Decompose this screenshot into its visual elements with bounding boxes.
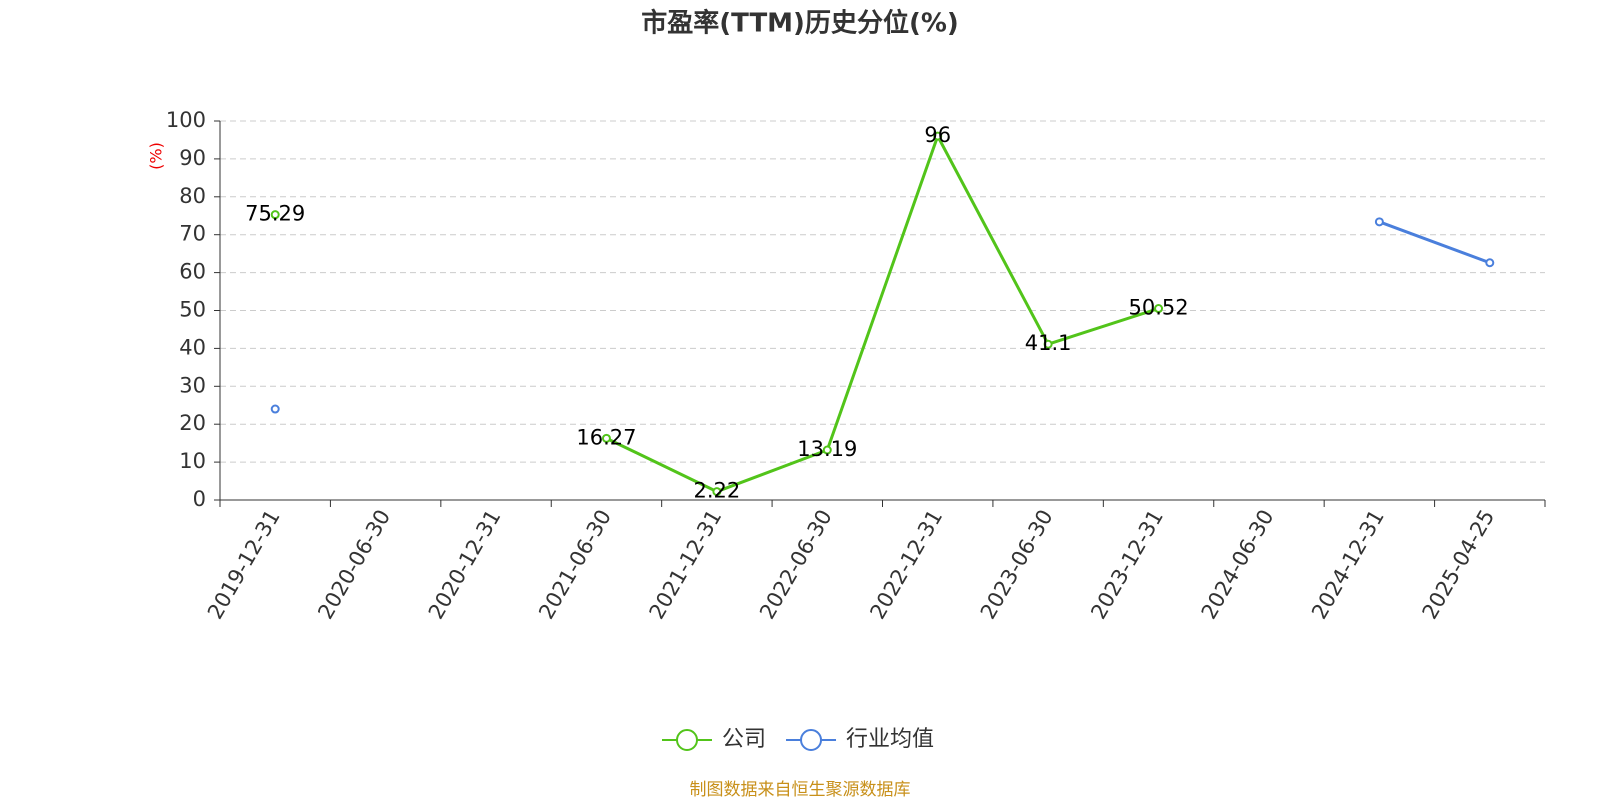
y-tick-label: 20 bbox=[179, 411, 206, 435]
y-tick-label: 90 bbox=[179, 146, 206, 170]
y-tick-label: 50 bbox=[179, 298, 206, 322]
x-tick-label: 2024-06-30 bbox=[1197, 506, 1279, 624]
x-tick-label: 2020-06-30 bbox=[313, 506, 395, 624]
y-tick-label: 70 bbox=[179, 222, 206, 246]
data-label: 2.22 bbox=[693, 479, 740, 503]
x-tick-label: 2022-12-31 bbox=[865, 505, 947, 623]
data-label: 41.1 bbox=[1025, 331, 1072, 355]
legend-symbol bbox=[676, 729, 698, 751]
source-note: 制图数据来自恒生聚源数据库 bbox=[690, 780, 911, 800]
data-point bbox=[1043, 339, 1053, 349]
y-tick-label: 30 bbox=[179, 373, 206, 397]
series-line bbox=[1378, 220, 1491, 265]
y-tick-label: 10 bbox=[179, 449, 206, 473]
data-point bbox=[1485, 258, 1495, 268]
x-tick-label: 2020-12-31 bbox=[424, 505, 506, 623]
y-axis-label: (%) bbox=[147, 142, 166, 170]
legend-item[interactable]: 公司 bbox=[662, 727, 766, 752]
data-label: 50.52 bbox=[1128, 296, 1188, 320]
x-tick-label: 2023-06-30 bbox=[976, 506, 1058, 624]
legend-label: 行业均值 bbox=[846, 727, 934, 752]
x-tick-label: 2025-04-25 bbox=[1418, 506, 1500, 624]
data-label: 16.27 bbox=[576, 425, 636, 449]
data-point bbox=[1374, 217, 1384, 227]
x-tick-label: 2019-12-31 bbox=[203, 506, 285, 624]
y-tick-label: 80 bbox=[179, 184, 206, 208]
y-tick-label: 0 bbox=[193, 487, 206, 511]
x-tick-label: 2021-06-30 bbox=[534, 506, 616, 624]
data-point bbox=[270, 404, 280, 414]
data-point bbox=[933, 131, 943, 141]
data-label: 96 bbox=[924, 123, 951, 147]
data-point bbox=[712, 487, 722, 497]
data-label: 13.19 bbox=[797, 437, 857, 461]
y-tick-label: 60 bbox=[179, 260, 206, 284]
chart-title: 市盈率(TTM)历史分位(%) bbox=[641, 8, 959, 39]
data-point bbox=[822, 445, 832, 455]
data-point bbox=[601, 433, 611, 443]
legend-symbol bbox=[800, 729, 823, 751]
x-tick-label: 2023-12-31 bbox=[1086, 506, 1168, 624]
series-line bbox=[605, 132, 1160, 494]
y-tick-label: 40 bbox=[179, 335, 206, 359]
data-label: 75.29 bbox=[245, 202, 305, 226]
legend-label: 公司 bbox=[722, 727, 766, 752]
legend-item[interactable]: 行业均值 bbox=[786, 727, 934, 752]
data-point bbox=[270, 210, 280, 220]
x-tick-label: 2022-06-30 bbox=[755, 506, 837, 624]
data-point bbox=[1154, 304, 1164, 314]
x-tick-label: 2024-12-31 bbox=[1307, 506, 1389, 624]
y-tick-label: 100 bbox=[166, 108, 206, 132]
x-tick-label: 2021-12-31 bbox=[645, 506, 727, 624]
